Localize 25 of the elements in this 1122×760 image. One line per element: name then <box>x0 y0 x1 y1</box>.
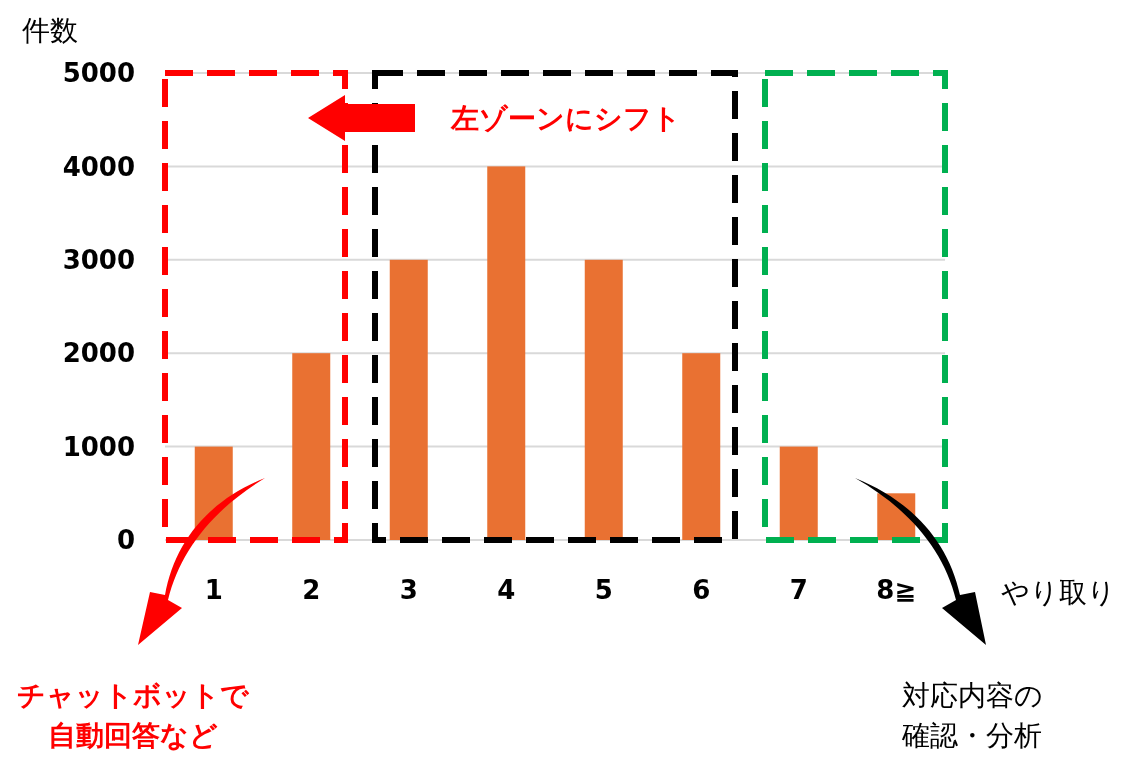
annotation: 左ゾーンにシフト <box>450 101 681 135</box>
text: チャットボットで自動回答など <box>17 678 250 752</box>
y-tick-label: 4000 <box>62 151 135 182</box>
bar <box>292 353 331 540</box>
bar <box>389 259 428 540</box>
x-tick-label: 7 <box>789 575 808 606</box>
x-tick-label: 2 <box>302 575 321 606</box>
bar <box>584 259 623 540</box>
text: 対応内容の確認・分析 <box>901 678 1043 752</box>
y-axis-title: 件数 <box>22 13 78 47</box>
bar <box>487 166 526 540</box>
y-tick-label: 3000 <box>62 244 135 275</box>
x-tick-label: 5 <box>594 575 613 606</box>
y-tick-label: 5000 <box>62 58 135 89</box>
x-tick-label: 4 <box>497 575 516 606</box>
bar <box>682 353 721 540</box>
y-tick-label: 1000 <box>62 431 135 462</box>
x-tick-label: 1 <box>204 575 223 606</box>
x-tick-label: 8≧ <box>876 575 917 606</box>
x-axis-title: やり取り <box>1000 575 1116 609</box>
y-tick-label: 0 <box>116 525 135 556</box>
bar <box>779 446 818 540</box>
y-tick-label: 2000 <box>62 338 135 369</box>
x-tick-label: 3 <box>399 575 418 606</box>
x-tick-label: 6 <box>692 575 711 606</box>
